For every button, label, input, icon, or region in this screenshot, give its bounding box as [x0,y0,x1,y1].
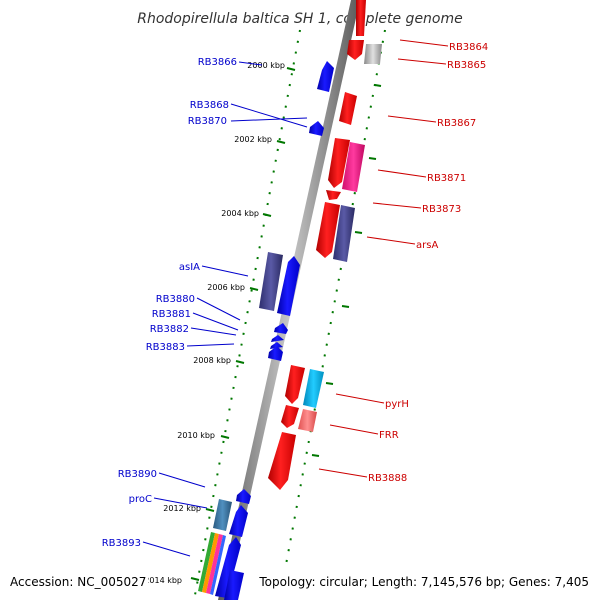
footer-left-bg [0,572,148,592]
topology-text: Topology: circular; Length: 7,145,576 bp… [258,575,589,589]
gene-label-rb3890[interactable]: RB3890 [118,469,157,480]
gene-rb3866[interactable] [317,61,334,92]
footer-right-bg [258,572,600,592]
scale-tick-label: 2006 kbp [207,283,245,292]
inner-track [194,29,301,596]
scale-tick [262,213,272,217]
scale-tick [220,435,230,439]
gene-rb3865[interactable] [364,44,382,64]
gene-pyrh-a[interactable] [285,365,305,404]
gene-label-rb3893[interactable]: RB3893 [102,538,141,549]
gene-label-rb3868[interactable]: RB3868 [190,100,229,111]
gene-top-fragment[interactable] [356,0,366,36]
scale-tick [235,360,245,364]
gene-rb3893-blue[interactable] [210,535,226,595]
gene-rb3893-orange[interactable] [202,533,219,593]
gene-frr-a[interactable] [281,405,299,428]
scale-ticks: 2000 kbp 2002 kbp 2004 kbp 2006 kbp 2008… [163,61,296,581]
gene-label-rb3871[interactable]: RB3871 [427,173,466,184]
gene-frr-b[interactable] [298,409,317,432]
genome-title: Rhodopirellula baltica SH 1, complete ge… [137,11,463,27]
gene-label-rb3883[interactable]: RB3883 [146,342,185,353]
gene-asia-b[interactable] [277,256,300,316]
gene-arsa-b[interactable] [333,205,355,262]
gene-label-rb3864[interactable]: RB3864 [449,42,488,53]
gene-rb3871-a[interactable] [328,138,350,188]
scale-tick [276,140,286,144]
gene-asia-a[interactable] [259,252,283,311]
scale-tick-label: 2000 kbp [247,61,285,70]
gene-label-proc[interactable]: proC [129,494,152,505]
gene-label-rb3881[interactable]: RB3881 [152,309,191,320]
left-gene-labels: RB3866 RB3868 RB3870 asIA RB3880 RB3881 … [102,57,237,549]
scale-tick-label: 2004 kbp [221,209,259,218]
gene-label-rb3865[interactable]: RB3865 [447,60,486,71]
gene-rb3893-pink[interactable] [206,534,223,594]
gene-rb3893-main[interactable] [215,537,241,598]
right-gene-features [268,0,382,490]
scale-tick [205,508,215,512]
scale-tick-label: 2014 kbp [144,576,182,585]
gene-label-rb3870[interactable]: RB3870 [188,116,227,127]
gene-rb3883[interactable] [268,346,283,361]
scale-tick-label: 2010 kbp [177,431,215,440]
right-leaders [318,39,449,478]
gene-rb3888[interactable] [268,432,296,490]
gene-label-pyrh[interactable]: pyrH [385,399,409,410]
right-gene-labels: RB3864 RB3865 RB3867 RB3871 RB3873 arsA … [368,42,488,484]
left-leaders [142,61,308,557]
scale-tick-label: 2012 kbp [163,504,201,513]
gene-label-rb3888[interactable]: RB3888 [368,473,407,484]
gene-label-rb3880[interactable]: RB3880 [156,294,195,305]
accession-text: Accession: NC_005027 [10,575,146,589]
gene-pyrh-b[interactable] [303,369,324,408]
gene-rb3864[interactable] [347,40,364,60]
gene-bottom-fragment[interactable] [224,570,244,600]
gene-rb3893-green[interactable] [198,532,215,592]
scale-tick [286,67,296,71]
gene-rb3868[interactable] [309,121,324,136]
gene-label-rb3882[interactable]: RB3882 [150,324,189,335]
gene-label-rb3867[interactable]: RB3867 [437,118,476,129]
gene-rb3880[interactable] [274,323,288,334]
gene-label-asia[interactable]: asIA [179,262,200,273]
gene-label-frr[interactable]: FRR [379,430,399,441]
gene-arsa-a[interactable] [316,202,340,258]
gene-proc-a[interactable] [213,499,232,531]
scale-tick-label: 2008 kbp [193,356,231,365]
gene-rb3881[interactable] [271,335,284,342]
scale-tick [190,577,200,581]
gene-rb3890[interactable] [236,489,251,504]
outer-track-ticks [311,84,382,457]
gene-label-arsa[interactable]: arsA [416,240,438,251]
gene-rb3871-b[interactable] [342,142,365,192]
gene-rb3873[interactable] [326,190,341,200]
gene-label-rb3873[interactable]: RB3873 [422,204,461,215]
scale-tick-label: 2002 kbp [234,135,272,144]
scale-tick [249,287,259,291]
gene-rb3882[interactable] [270,342,283,349]
left-gene-features [198,61,334,600]
gene-proc-b[interactable] [229,505,248,537]
gene-rb3867[interactable] [339,92,357,125]
gene-label-rb3866[interactable]: RB3866 [198,57,237,68]
